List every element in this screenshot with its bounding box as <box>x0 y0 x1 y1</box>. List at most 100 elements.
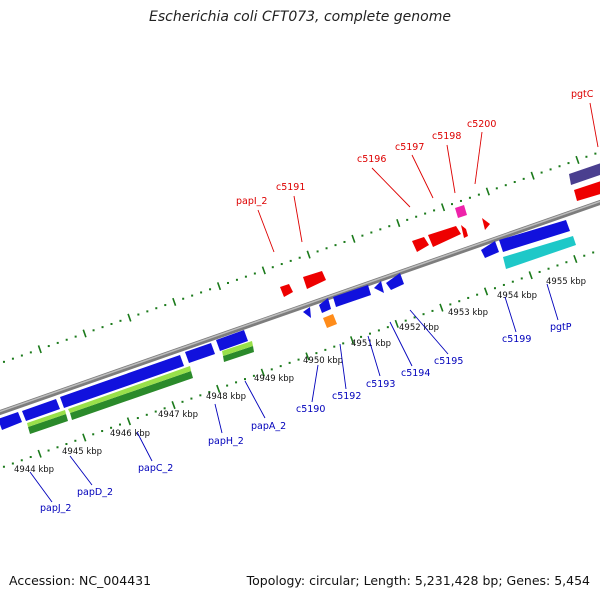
scale-dot <box>565 261 568 264</box>
gene-arrow-papA_2[interactable] <box>216 330 248 351</box>
gene-label-papC_2[interactable]: papC_2 <box>138 463 173 474</box>
gene-label-papI_2[interactable]: papI_2 <box>236 196 267 207</box>
scale-labels: 4944 kbp 4945 kbp 4946 kbp 4947 kbp 4948 kbp… <box>14 277 586 475</box>
scale-dot <box>20 354 23 357</box>
scale-dot <box>413 316 416 319</box>
gene-block-green-2[interactable] <box>70 371 193 420</box>
gene-block-lime-3[interactable] <box>222 341 253 356</box>
scale-label: 4953 kbp <box>448 308 488 318</box>
scale-major-tick <box>216 384 221 393</box>
gene-label-c5200[interactable]: c5200 <box>467 119 496 130</box>
scale-label: 4951 kbp <box>351 339 391 349</box>
gene-label-papJ_2[interactable]: papJ_2 <box>40 503 71 514</box>
scale-dot <box>226 281 229 284</box>
scale-dot <box>433 209 436 212</box>
gene-label-papD_2[interactable]: papD_2 <box>77 487 113 498</box>
gene-label-pgtC[interactable]: pgtC <box>571 89 594 100</box>
gene-label-papH_2[interactable]: papH_2 <box>208 436 244 447</box>
scale-dot <box>333 345 336 348</box>
gene-label-c5194[interactable]: c5194 <box>401 368 430 379</box>
genome-stats-label: Topology: circular; Length: 5,231,428 bp… <box>246 573 590 588</box>
gene-block-green-1[interactable] <box>28 414 68 434</box>
gene-arrow-c5192[interactable] <box>319 298 331 313</box>
gene-arrow-c5194[interactable] <box>374 281 384 293</box>
scale-dot <box>377 329 380 332</box>
gene-arrow-papJ_2[interactable] <box>0 412 22 430</box>
scale-major-tick <box>260 368 265 377</box>
gene-label-leader <box>389 321 413 367</box>
gene-labels: papI_2 c5191 c5196 c5197 c5198 c5200 pgtC papJ_… <box>29 89 599 514</box>
scale-dot <box>74 335 77 338</box>
gene-label-c5195[interactable]: c5195 <box>434 356 463 367</box>
scale-dot <box>226 384 229 387</box>
scale-major-tick <box>440 203 446 212</box>
gene-arrow-pgtP[interactable] <box>499 220 570 252</box>
gene-label-c5192[interactable]: c5192 <box>332 391 361 402</box>
gene-label-papA_2[interactable]: papA_2 <box>251 421 286 432</box>
gene-arrow-pgtC[interactable] <box>574 180 600 201</box>
gene-arrow-c5200[interactable] <box>482 218 490 230</box>
scale-dot <box>386 326 389 329</box>
scale-dot <box>415 215 418 218</box>
gene-label-leader <box>504 296 517 333</box>
scale-label: 4949 kbp <box>254 374 294 384</box>
scale-dot <box>370 231 373 234</box>
scale-dot <box>504 184 507 187</box>
scale-dot <box>459 199 462 202</box>
gene-label-c5197[interactable]: c5197 <box>395 142 424 153</box>
gene-block-purple[interactable] <box>569 162 600 185</box>
gene-arrow-c5196[interactable] <box>412 237 429 252</box>
scale-dot <box>297 358 300 361</box>
gene-label-leader <box>371 167 411 208</box>
gene-arrow-c5193[interactable] <box>333 285 371 307</box>
scale-dot <box>136 417 139 420</box>
scale-dot <box>458 300 461 303</box>
gene-arrow-c5191[interactable] <box>303 271 326 289</box>
gene-label-c5193[interactable]: c5193 <box>366 379 395 390</box>
gene-label-c5191[interactable]: c5191 <box>276 182 305 193</box>
gene-label-leader <box>409 309 449 355</box>
gene-label-leader <box>589 102 599 148</box>
scale-dot <box>583 254 586 257</box>
scale-dot <box>101 430 104 433</box>
gene-arrow-c5198[interactable] <box>461 225 468 238</box>
gene-block-lime-1[interactable] <box>27 410 66 427</box>
gene-arrow-papD_2[interactable] <box>22 399 60 421</box>
gene-block-cyan[interactable] <box>503 236 576 269</box>
scale-dot <box>538 270 541 273</box>
scale-dot <box>522 177 525 180</box>
gene-block-orange[interactable] <box>323 314 337 328</box>
scale-label: 4955 kbp <box>546 277 586 287</box>
scale-dot <box>556 264 559 267</box>
gene-label-leader <box>69 455 93 486</box>
gene-arrow-c5199[interactable] <box>481 241 499 258</box>
gene-block-magenta[interactable] <box>455 205 467 218</box>
gene-arrow-papI_2[interactable] <box>280 284 293 297</box>
scale-dot <box>65 443 68 446</box>
gene-label-leader <box>546 283 559 321</box>
scale-major-tick <box>37 449 42 458</box>
gene-arrow-papH_2[interactable] <box>185 343 215 363</box>
scale-dot <box>119 319 122 322</box>
scale-dot <box>404 319 407 322</box>
gene-block-green-3[interactable] <box>223 346 254 362</box>
gene-label-c5199[interactable]: c5199 <box>502 334 531 345</box>
scale-major-tick <box>575 155 580 164</box>
gene-arrow-papC_2[interactable] <box>60 355 184 408</box>
gene-label-pgtP[interactable]: pgtP <box>550 322 572 333</box>
scale-dot <box>549 168 552 171</box>
gene-label-c5190[interactable]: c5190 <box>296 404 325 415</box>
scale-major-tick <box>483 287 489 296</box>
gene-arrow-c5197[interactable] <box>428 226 461 247</box>
gene-arrow-c5190[interactable] <box>303 307 311 318</box>
gene-label-c5196[interactable]: c5196 <box>357 154 386 165</box>
scale-dot <box>342 342 345 345</box>
gene-block-lime-2[interactable] <box>68 366 191 413</box>
gene-label-c5198[interactable]: c5198 <box>432 131 461 142</box>
scale-dot <box>101 326 104 329</box>
scale-dot <box>191 294 194 297</box>
gene-label-leader <box>136 431 153 462</box>
scale-label: 4952 kbp <box>399 323 439 333</box>
scale-dot <box>20 459 23 462</box>
gene-arrow-c5195[interactable] <box>386 273 404 290</box>
